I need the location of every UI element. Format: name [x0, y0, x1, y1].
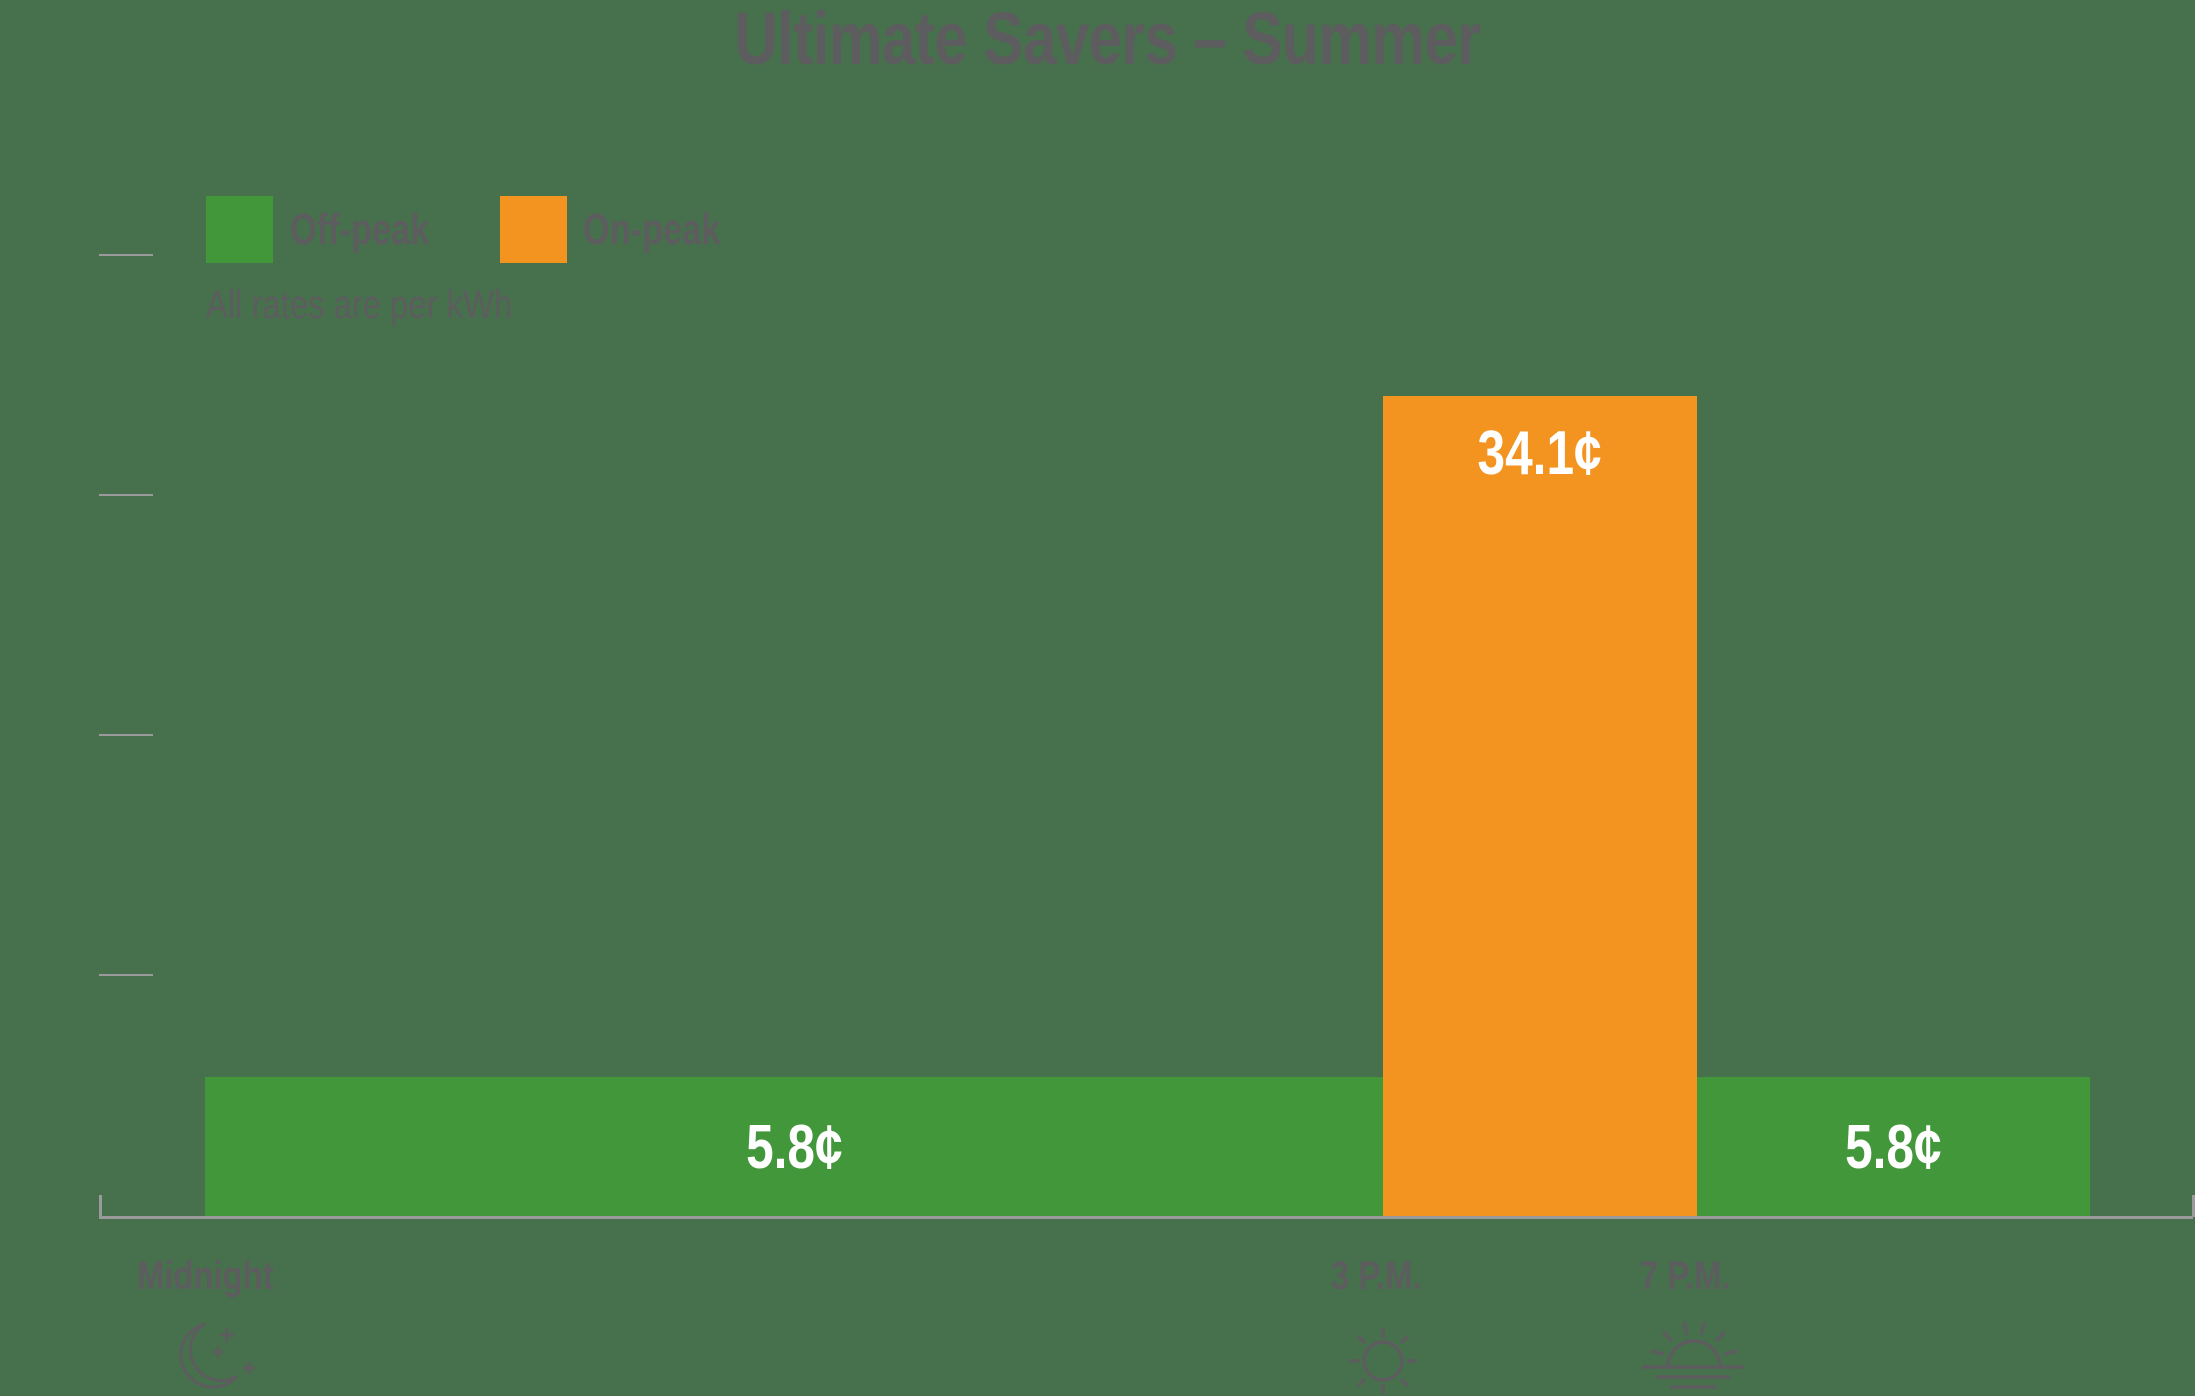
y-tick: [99, 254, 153, 256]
x-axis-left-cap: [99, 1195, 102, 1217]
legend-swatch-on-peak: [500, 196, 567, 263]
rate-note: All rates are per kWh: [206, 283, 513, 327]
x-axis-right-cap: [2192, 1195, 2195, 1217]
bar-off-peak-morning: 5.8¢: [205, 1077, 1383, 1217]
bar-value-label: 5.8¢: [1845, 1112, 1942, 1182]
sun-icon: [1349, 1328, 1417, 1394]
x-label-3pm: 3 P.M.: [1331, 1254, 1422, 1298]
legend-label-off-peak: Off-peak: [290, 205, 430, 254]
sunset-icon: [1642, 1321, 1744, 1389]
x-label-midnight: Midnight: [137, 1254, 274, 1298]
bar-on-peak: 34.1¢: [1383, 396, 1697, 1217]
x-label-7pm: 7 P.M.: [1640, 1254, 1731, 1298]
legend-label-on-peak: On-peak: [583, 205, 721, 254]
y-tick: [99, 494, 153, 496]
chart-title: Ultimate Savers – Summer: [734, 0, 1481, 80]
y-tick: [99, 734, 153, 736]
bar-off-peak-evening: 5.8¢: [1697, 1077, 2090, 1217]
moon-stars-icon: [179, 1322, 255, 1389]
bar-value-label: 34.1¢: [1477, 419, 1603, 488]
bar-value-label: 5.8¢: [745, 1112, 843, 1182]
x-axis: [99, 1216, 2193, 1219]
y-tick: [99, 974, 153, 976]
legend-swatch-off-peak: [206, 196, 273, 263]
